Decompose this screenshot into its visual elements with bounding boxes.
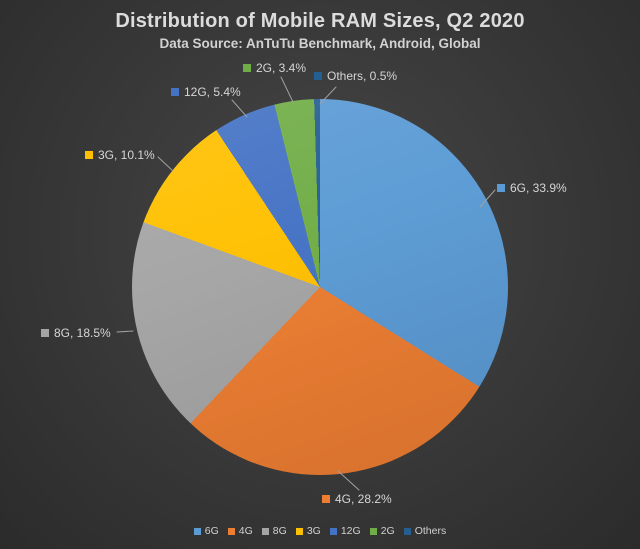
6g-legend-marker-icon xyxy=(193,527,201,535)
legend-label: 8G xyxy=(272,525,287,537)
leader-line-8g xyxy=(116,330,134,333)
data-label-8g: 8G, 18.5% xyxy=(41,326,111,340)
4g-marker-icon xyxy=(322,495,330,503)
legend-label: Others xyxy=(414,525,447,537)
legend-item-others: Others xyxy=(403,525,447,537)
data-label-6g: 6G, 33.9% xyxy=(497,181,567,195)
data-label-text: 8G, 18.5% xyxy=(54,326,111,340)
2g-legend-marker-icon xyxy=(369,527,377,535)
legend-item-2g: 2G xyxy=(369,525,395,537)
data-label-4g: 4G, 28.2% xyxy=(322,492,392,506)
3g-marker-icon xyxy=(85,151,93,159)
data-label-text: 4G, 28.2% xyxy=(335,492,392,506)
legend-label: 2G xyxy=(380,525,395,537)
data-label-text: 12G, 5.4% xyxy=(184,85,241,99)
legend-item-3g: 3G xyxy=(295,525,321,537)
data-label-12g: 12G, 5.4% xyxy=(171,85,241,99)
2g-marker-icon xyxy=(243,64,251,72)
legend-item-4g: 4G xyxy=(227,525,253,537)
legend-label: 6G xyxy=(204,525,219,537)
chart-subtitle: Data Source: AnTuTu Benchmark, Android, … xyxy=(159,36,481,51)
legend-label: 12G xyxy=(340,525,361,537)
4g-legend-marker-icon xyxy=(227,527,235,535)
8g-marker-icon xyxy=(41,329,49,337)
data-label-text: 2G, 3.4% xyxy=(256,61,307,75)
others-legend-marker-icon xyxy=(403,527,411,535)
6g-marker-icon xyxy=(497,184,505,192)
data-label-2g: 2G, 3.4% xyxy=(243,61,306,75)
8g-legend-marker-icon xyxy=(261,527,269,535)
12g-legend-marker-icon xyxy=(329,527,337,535)
data-label-text: 3G, 10.1% xyxy=(98,148,155,162)
leader-line-2g xyxy=(280,76,294,103)
legend: 6G 4G 8G 3G 12G 2G Others xyxy=(0,525,640,537)
legend-label: 3G xyxy=(306,525,321,537)
data-label-text: 6G, 33.9% xyxy=(510,181,567,195)
3g-legend-marker-icon xyxy=(295,527,303,535)
legend-label: 4G xyxy=(238,525,253,537)
pie xyxy=(132,99,508,475)
chart-title: Distribution of Mobile RAM Sizes, Q2 202… xyxy=(115,10,525,32)
data-label-text: Others, 0.5% xyxy=(327,69,398,83)
leader-line-4g xyxy=(337,470,360,491)
legend-item-8g: 8G xyxy=(261,525,287,537)
others-marker-icon xyxy=(314,72,322,80)
legend-item-6g: 6G xyxy=(193,525,219,537)
data-label-others: Others, 0.5% xyxy=(314,69,397,83)
legend-item-12g: 12G xyxy=(329,525,361,537)
leader-line-3g xyxy=(157,156,174,172)
12g-marker-icon xyxy=(171,88,179,96)
data-label-3g: 3G, 10.1% xyxy=(85,148,155,162)
